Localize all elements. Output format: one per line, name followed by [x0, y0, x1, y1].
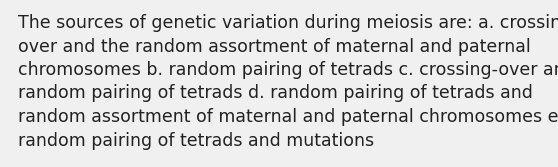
Text: chromosomes b. random pairing of tetrads c. crossing-over and: chromosomes b. random pairing of tetrads… [18, 61, 558, 79]
Text: random pairing of tetrads d. random pairing of tetrads and: random pairing of tetrads d. random pair… [18, 85, 533, 103]
Text: The sources of genetic variation during meiosis are: a. crossing-: The sources of genetic variation during … [18, 14, 558, 32]
Text: random pairing of tetrads and mutations: random pairing of tetrads and mutations [18, 131, 374, 149]
Text: over and the random assortment of maternal and paternal: over and the random assortment of matern… [18, 38, 531, 55]
Text: random assortment of maternal and paternal chromosomes e.: random assortment of maternal and patern… [18, 108, 558, 126]
